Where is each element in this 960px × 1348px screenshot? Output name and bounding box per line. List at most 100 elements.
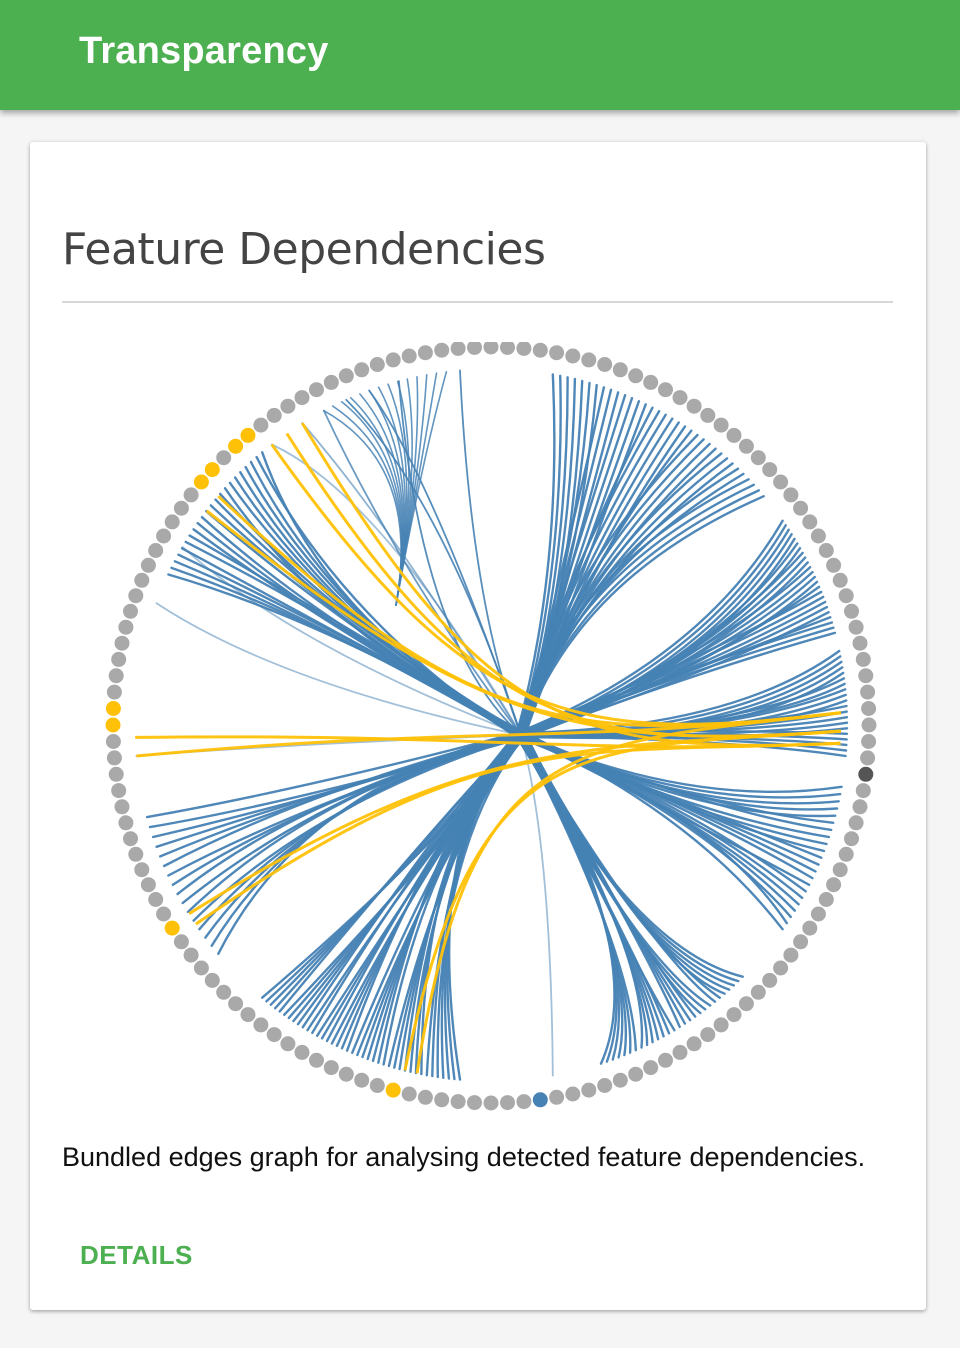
graph-node[interactable] (672, 1044, 688, 1060)
graph-node[interactable] (532, 342, 548, 358)
graph-node[interactable] (253, 1017, 269, 1033)
graph-node-highlighted[interactable] (105, 701, 121, 716)
graph-node[interactable] (643, 1060, 659, 1076)
graph-node[interactable] (323, 374, 339, 390)
graph-node[interactable] (658, 382, 673, 398)
graph-node[interactable] (369, 357, 385, 372)
graph-node[interactable] (549, 345, 565, 361)
graph-node[interactable] (134, 572, 150, 588)
graph-node[interactable] (738, 438, 754, 454)
graph-node[interactable] (467, 342, 482, 355)
graph-node[interactable] (860, 750, 876, 766)
graph-node[interactable] (106, 750, 122, 766)
graph-node[interactable] (118, 815, 134, 831)
graph-node[interactable] (114, 799, 130, 815)
graph-node[interactable] (802, 514, 818, 530)
graph-node[interactable] (128, 588, 144, 604)
graph-node[interactable] (565, 1086, 581, 1102)
graph-node[interactable] (369, 1078, 385, 1093)
graph-node[interactable] (123, 831, 138, 847)
graph-node[interactable] (858, 668, 874, 684)
graph-node[interactable] (628, 368, 644, 384)
graph-node[interactable] (844, 831, 859, 847)
graph-node[interactable] (118, 619, 134, 635)
graph-node[interactable] (773, 960, 789, 976)
graph-node-highlighted[interactable] (385, 1082, 401, 1098)
graph-node[interactable] (148, 892, 164, 907)
graph-node[interactable] (173, 500, 189, 516)
graph-node[interactable] (156, 906, 172, 922)
graph-node[interactable] (216, 984, 232, 1000)
graph-node[interactable] (750, 450, 766, 466)
graph-node[interactable] (802, 920, 818, 936)
graph-node[interactable] (762, 972, 778, 988)
graph-node[interactable] (612, 1072, 628, 1088)
graph-node[interactable] (773, 474, 789, 490)
graph-nodes[interactable] (105, 342, 877, 1111)
graph-node[interactable] (860, 684, 876, 700)
graph-node[interactable] (114, 635, 130, 651)
graph-node[interactable] (810, 528, 826, 544)
graph-node[interactable] (309, 1052, 324, 1068)
graph-node[interactable] (253, 417, 269, 433)
graph-node[interactable] (128, 846, 144, 862)
graph-node[interactable] (861, 717, 877, 733)
graph-node[interactable] (108, 766, 124, 782)
graph-node-highlighted[interactable] (228, 438, 244, 454)
graph-node-highlighted[interactable] (105, 717, 121, 733)
graph-node[interactable] (838, 588, 854, 604)
graph-node-highlighted[interactable] (193, 474, 209, 490)
graph-node[interactable] (483, 342, 499, 355)
graph-node[interactable] (581, 352, 597, 368)
graph-node-highlighted[interactable] (164, 920, 180, 936)
graph-node[interactable] (750, 984, 766, 1000)
graph-node[interactable] (612, 362, 628, 378)
graph-node[interactable] (105, 734, 121, 749)
graph-node[interactable] (818, 543, 834, 558)
graph-node[interactable] (140, 557, 156, 573)
graph-node[interactable] (832, 572, 848, 588)
graph-node[interactable] (148, 543, 164, 558)
graph-node[interactable] (783, 487, 799, 503)
graph-node[interactable] (549, 1089, 565, 1105)
graph-node[interactable] (354, 362, 370, 378)
graph-node[interactable] (338, 368, 354, 384)
graph-node[interactable] (565, 348, 581, 364)
graph-node[interactable] (581, 1082, 597, 1098)
graph-node[interactable] (173, 934, 189, 950)
graph-node[interactable] (323, 1060, 339, 1076)
graph-node[interactable] (228, 996, 244, 1012)
graph-node[interactable] (861, 701, 877, 716)
graph-node[interactable] (686, 398, 702, 414)
graph-node[interactable] (810, 906, 826, 922)
graph-node[interactable] (726, 1007, 742, 1023)
graph-node[interactable] (401, 348, 417, 364)
details-button[interactable]: DETAILS (80, 1240, 193, 1270)
graph-node[interactable] (700, 407, 716, 423)
graph-node[interactable] (183, 487, 199, 503)
graph-node[interactable] (450, 342, 466, 356)
graph-node[interactable] (848, 815, 864, 831)
graph-node[interactable] (434, 342, 450, 358)
graph-node[interactable] (266, 1027, 282, 1043)
graph-node[interactable] (183, 947, 199, 963)
graph-node[interactable] (467, 1095, 482, 1111)
graph-node[interactable] (111, 651, 127, 667)
graph-node[interactable] (134, 862, 150, 878)
graph-node[interactable] (783, 947, 799, 963)
graph-node[interactable] (417, 1089, 433, 1105)
bundled-edges-graph[interactable] (70, 342, 900, 1122)
graph-node-highlighted[interactable] (204, 462, 220, 478)
graph-node[interactable] (193, 960, 209, 976)
graph-node[interactable] (309, 382, 324, 398)
graph-node[interactable] (838, 846, 854, 862)
graph-node[interactable] (852, 799, 868, 815)
graph-node[interactable] (338, 1066, 354, 1082)
graph-node[interactable] (643, 374, 659, 390)
graph-node[interactable] (713, 417, 729, 433)
graph-node[interactable] (658, 1052, 673, 1068)
graph-node[interactable] (713, 1017, 729, 1033)
graph-node[interactable] (852, 635, 868, 651)
graph-node[interactable] (240, 1007, 256, 1023)
graph-node[interactable] (848, 619, 864, 635)
